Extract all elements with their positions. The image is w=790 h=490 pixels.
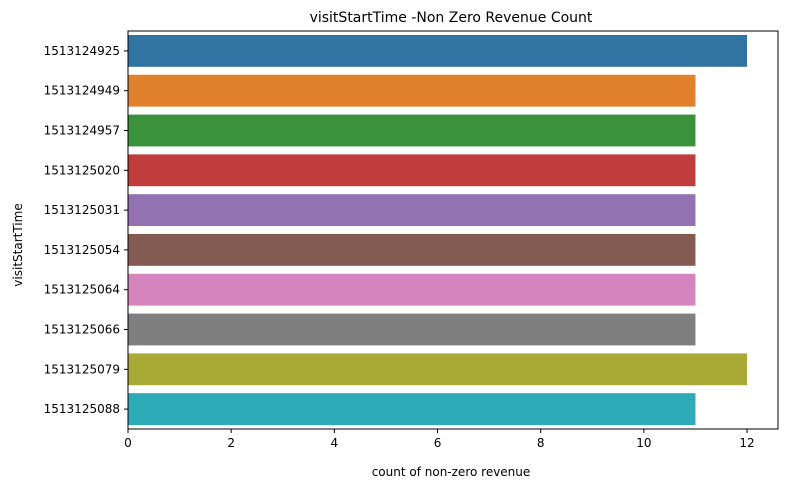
x-tick-label: 10 [636, 436, 651, 450]
bar-1513125020 [128, 154, 696, 187]
plot-frame [127, 30, 779, 430]
x-tick-label: 8 [537, 436, 545, 450]
x-tick-label: 2 [227, 436, 235, 450]
y-tick-label: 1513124957 [44, 124, 120, 138]
bar-1513124925 [128, 34, 748, 67]
x-tick-label: 12 [739, 436, 754, 450]
chart-title: visitStartTime -Non Zero Revenue Count [310, 10, 593, 26]
bar-1513125066 [128, 313, 696, 346]
x-tick-label: 6 [434, 436, 442, 450]
y-axis-label: visitStartTime [11, 203, 25, 286]
bar-1513125064 [128, 273, 696, 306]
y-tick-label: 1513124949 [44, 84, 120, 98]
y-tick-label: 1513124925 [44, 44, 120, 58]
bar-1513125079 [128, 353, 748, 386]
y-tick-label: 1513125066 [44, 323, 120, 337]
bar-1513125054 [128, 233, 696, 266]
bar-1513124957 [128, 114, 696, 147]
y-tick-label: 1513125031 [44, 203, 120, 217]
y-tick-label: 1513125020 [44, 163, 120, 177]
plot-area: 1513124925 1513124949 1513124957 1513125020… [44, 30, 779, 450]
y-tick-label: 1513125079 [44, 362, 120, 376]
bar-1513124949 [128, 74, 696, 107]
x-tick-label: 4 [331, 436, 339, 450]
x-tick-label: 0 [124, 436, 132, 450]
bar-1513125088 [128, 393, 696, 426]
bar-1513125031 [128, 194, 696, 227]
y-tick-label: 1513125088 [44, 402, 120, 416]
y-tick-label: 1513125054 [44, 243, 120, 257]
y-tick-label: 1513125064 [44, 283, 120, 297]
x-axis-label: count of non-zero revenue [372, 465, 531, 479]
